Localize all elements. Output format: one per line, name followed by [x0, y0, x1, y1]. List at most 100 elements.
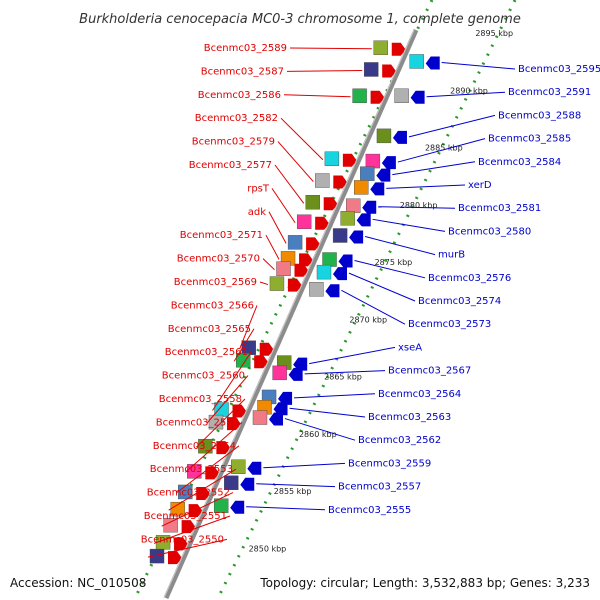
- forward-gene-label[interactable]: rpsT: [247, 183, 270, 194]
- forward-gene-label[interactable]: Bcenmc03_2558: [159, 394, 242, 405]
- reverse-gene-leader: [263, 462, 346, 469]
- strand-arrow: [338, 254, 353, 268]
- forward-gene-label[interactable]: Bcenmc03_2579: [192, 137, 275, 148]
- kbp-tick-group: 2895 kbp 2890 kbp 2885 kbp 2880 kbp 2875 kbp…: [249, 29, 513, 553]
- forward-gene-feature: [305, 195, 338, 211]
- forward-gene-label[interactable]: Bcenmc03_2552: [147, 488, 230, 499]
- forward-gene-label[interactable]: Bcenmc03_2556: [156, 417, 239, 428]
- forward-gene-feature: [170, 501, 203, 518]
- reverse-gene-leader: [309, 346, 396, 365]
- forward-gene-leader: [289, 47, 372, 50]
- gene-block: [316, 264, 332, 280]
- forward-gene-label[interactable]: Bcenmc03_2550: [141, 534, 224, 545]
- strand-arrow: [325, 284, 340, 298]
- reverse-gene-feature: [365, 153, 396, 170]
- forward-gene-leader: [153, 515, 231, 544]
- reverse-gene-label[interactable]: murB: [438, 250, 465, 261]
- reverse-gene-label[interactable]: Bcenmc03_2576: [428, 273, 511, 284]
- reverse-gene-label[interactable]: Bcenmc03_2557: [338, 482, 421, 493]
- gene-block: [332, 228, 348, 243]
- strand-arrow: [333, 175, 348, 189]
- forward-gene-label[interactable]: Bcenmc03_2569: [174, 277, 257, 288]
- reverse-gene-label[interactable]: Bcenmc03_2588: [498, 110, 581, 121]
- reverse-gene-label[interactable]: Bcenmc03_2574: [418, 296, 501, 307]
- reverse-gene-label[interactable]: Bcenmc03_2584: [478, 157, 561, 168]
- forward-gene-label[interactable]: Bcenmc03_2571: [180, 230, 263, 241]
- gene-features: [149, 40, 440, 565]
- gene-block: [296, 214, 312, 229]
- strand-arrow: [370, 90, 385, 104]
- reverse-gene-feature: [394, 88, 425, 104]
- forward-gene-label[interactable]: Bcenmc03_2565: [168, 324, 251, 335]
- strand-arrow: [174, 537, 189, 551]
- reverse-gene-feature: [376, 128, 407, 144]
- forward-gene-feature: [276, 261, 309, 277]
- strand-arrow: [362, 200, 377, 214]
- reverse-gene-leader: [364, 236, 436, 256]
- reverse-gene-feature: [354, 180, 385, 196]
- reverse-gene-label[interactable]: Bcenmc03_2591: [508, 87, 591, 98]
- forward-gene-label[interactable]: Bcenmc03_2587: [201, 66, 284, 77]
- reverse-gene-feature: [360, 166, 391, 182]
- forward-gene-leader: [259, 281, 269, 286]
- reverse-gene-label[interactable]: Bcenmc03_2580: [448, 226, 531, 237]
- gene-block: [363, 62, 379, 77]
- forward-gene-label[interactable]: Bcenmc03_2551: [144, 511, 227, 522]
- reverse-gene-label[interactable]: Bcenmc03_2581: [458, 203, 541, 214]
- gene-block: [346, 198, 361, 213]
- reverse-gene-leader: [354, 260, 426, 279]
- reverse-gene-label[interactable]: Bcenmc03_2567: [388, 366, 471, 377]
- reverse-gene-label[interactable]: Bcenmc03_2562: [358, 435, 441, 446]
- reverse-gene-leader: [408, 114, 496, 138]
- strand-arrow: [259, 342, 274, 356]
- reverse-gene-feature: [332, 228, 364, 244]
- strand-arrow: [315, 216, 330, 230]
- reverse-gene-label[interactable]: Bcenmc03_2559: [348, 458, 431, 469]
- forward-gene-leader: [161, 492, 234, 527]
- forward-gene-leader: [277, 141, 314, 182]
- kbp-tick-label: 2860 kbp: [299, 430, 337, 439]
- reverse-gene-leader: [426, 91, 506, 98]
- gene-block: [276, 261, 291, 276]
- reverse-gene-feature: [409, 54, 440, 70]
- forward-gene-feature: [296, 214, 330, 230]
- forward-gene-label[interactable]: adk: [248, 207, 266, 218]
- gene-block: [409, 54, 424, 69]
- forward-gene-label[interactable]: Bcenmc03_2566: [171, 300, 254, 311]
- strand-arrow: [410, 90, 425, 104]
- strand-arrow: [382, 64, 397, 78]
- forward-gene-label[interactable]: Bcenmc03_2560: [162, 371, 245, 382]
- reverse-gene-label[interactable]: Bcenmc03_2564: [378, 389, 461, 400]
- reverse-gene-feature: [340, 211, 371, 227]
- forward-gene-label[interactable]: Bcenmc03_2577: [189, 160, 272, 171]
- gene-block: [354, 180, 369, 195]
- gene-block: [231, 459, 246, 474]
- reverse-gene-label[interactable]: Bcenmc03_2595: [518, 64, 600, 75]
- forward-gene-label[interactable]: Bcenmc03_2554: [153, 441, 236, 452]
- reverse-gene-leader: [341, 289, 406, 325]
- reverse-gene-label[interactable]: Bcenmc03_2585: [488, 134, 571, 145]
- forward-gene-label[interactable]: Bcenmc03_2589: [204, 43, 287, 54]
- topology-summary: Topology: circular; Length: 3,532,883 bp…: [259, 576, 590, 590]
- reverse-gene-label[interactable]: Bcenmc03_2563: [368, 412, 451, 423]
- reverse-gene-label[interactable]: Bcenmc03_2555: [328, 505, 411, 516]
- forward-gene-label[interactable]: Bcenmc03_2582: [195, 113, 278, 124]
- reverse-gene-label[interactable]: xseA: [398, 342, 422, 353]
- kbp-tick-label: 2865 kbp: [324, 373, 362, 382]
- reverse-gene-leader: [294, 393, 376, 399]
- reverse-gene-leader: [304, 370, 386, 375]
- reverse-gene-label[interactable]: Bcenmc03_2573: [408, 319, 491, 330]
- forward-gene-label[interactable]: Bcenmc03_2553: [150, 464, 233, 475]
- reverse-gene-leader: [289, 407, 366, 418]
- reverse-dotted-track: [215, 0, 517, 600]
- map-title: Burkholderia cenocepacia MC0-3 chromosom…: [79, 12, 521, 27]
- forward-gene-label[interactable]: Bcenmc03_2570: [177, 254, 260, 265]
- gene-block: [235, 353, 251, 368]
- forward-gene-leader: [168, 468, 237, 511]
- forward-gene-label[interactable]: Bcenmc03_2586: [198, 90, 281, 101]
- strand-arrow: [425, 56, 440, 70]
- gene-block: [252, 410, 268, 425]
- reverse-gene-label[interactable]: xerD: [468, 180, 492, 191]
- forward-gene-label[interactable]: Bcenmc03_2561: [165, 347, 248, 358]
